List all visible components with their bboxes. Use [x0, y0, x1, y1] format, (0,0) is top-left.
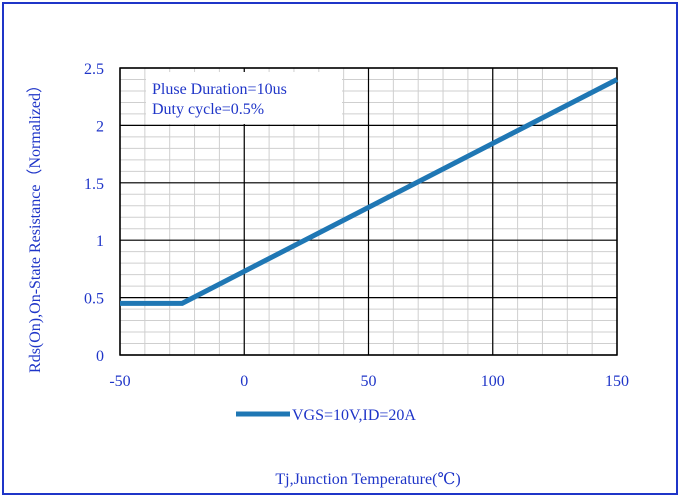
annotation-duty-cycle: Duty cycle=0.5%	[152, 101, 264, 118]
x-tick-labels: -50 0 50 100 150	[109, 373, 629, 390]
x-tick-label: -50	[109, 373, 130, 390]
legend-label: VGS=10V,ID=20A	[292, 407, 416, 424]
annotation-background	[146, 72, 342, 124]
annotation-pulse-duration: Pluse Duration=10us	[152, 81, 287, 98]
y-tick-label: 1	[96, 233, 104, 250]
series-line	[120, 77, 619, 306]
y-tick-label: 2.5	[84, 61, 104, 78]
plot-border	[119, 67, 618, 356]
y-tick-label: 2	[96, 118, 104, 135]
y-tick-label: 0.5	[84, 291, 104, 308]
annotation-box: Pluse Duration=10us Duty cycle=0.5%	[146, 72, 342, 124]
x-tick-label: 0	[240, 373, 248, 390]
y-tick-label: 1.5	[84, 176, 104, 193]
legend: VGS=10V,ID=20A	[236, 407, 416, 424]
x-tick-label: 100	[481, 373, 505, 390]
y-axis-label: Rds(On),On-State Resistance（Normalized）	[26, 77, 44, 373]
series-layer	[120, 77, 619, 306]
y-tick-labels: 0 0.5 1 1.5 2 2.5	[84, 61, 104, 365]
y-tick-label: 0	[96, 348, 104, 365]
x-axis-label: Tj,Junction Temperature(℃)	[275, 471, 460, 488]
x-tick-label: 50	[361, 373, 377, 390]
x-tick-label: 150	[605, 373, 629, 390]
